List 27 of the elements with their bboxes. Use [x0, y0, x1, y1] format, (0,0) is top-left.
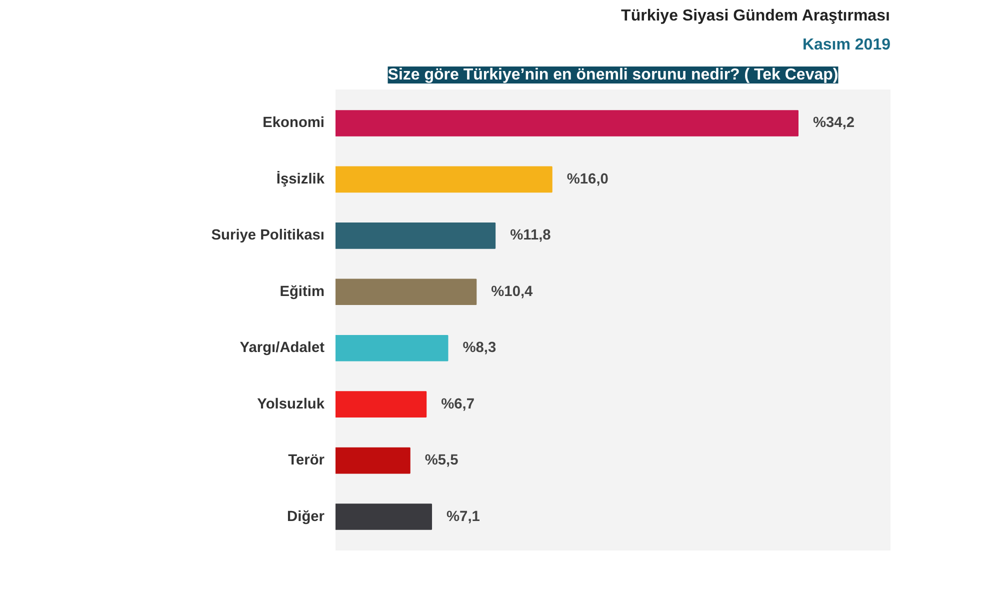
- y-tick-label: Terör: [288, 452, 325, 469]
- y-tick-label: Diğer: [287, 508, 325, 525]
- bar: [336, 504, 432, 530]
- bar: [336, 447, 410, 474]
- y-tick-label: Eğitim: [280, 284, 325, 300]
- chart-title: Türkiye Siyasi Gündem Araştırması: [621, 8, 890, 24]
- bar: [336, 278, 477, 306]
- bar: [336, 334, 448, 362]
- y-tick-label: Ekonomi: [262, 115, 324, 132]
- y-tick-label: Yolsuzluk: [257, 396, 326, 412]
- y-tick-label: Yargı/Adalet: [240, 340, 325, 356]
- y-tick-label: Suriye Politikası: [211, 228, 325, 244]
- data-label: %8,3: [462, 340, 496, 356]
- bar: [336, 222, 496, 249]
- text: Size göre Türkiye’nin en önemli sorunu nedir? ( Tek Cevap): [388, 66, 838, 84]
- bar: [336, 166, 552, 193]
- data-label: %16,0: [566, 171, 608, 188]
- y-tick-label: İşsizlik: [276, 170, 326, 188]
- bar: [336, 391, 427, 418]
- data-label: %11,8: [510, 228, 551, 244]
- data-label: %34,2: [813, 115, 855, 132]
- data-label: %10,4: [491, 284, 534, 300]
- data-label: %7,1: [446, 508, 480, 525]
- data-label: %6,7: [441, 396, 475, 412]
- text: Kasım 2019: [802, 36, 891, 54]
- data-label: %5,5: [424, 452, 458, 469]
- bar: [336, 110, 798, 136]
